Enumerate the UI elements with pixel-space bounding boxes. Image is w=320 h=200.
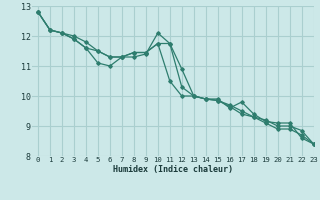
X-axis label: Humidex (Indice chaleur): Humidex (Indice chaleur) [113, 165, 233, 174]
